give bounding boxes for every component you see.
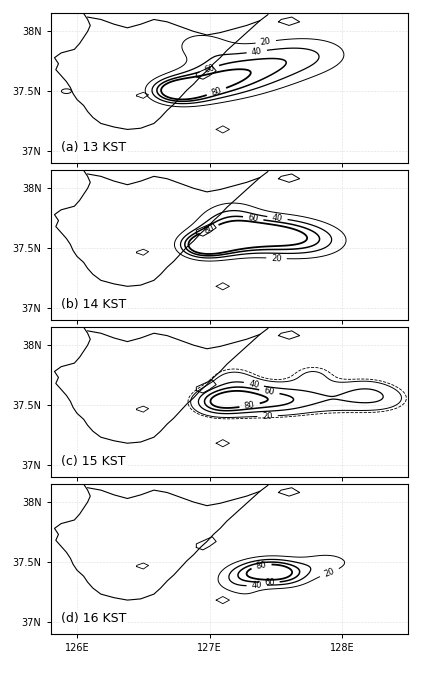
Text: (c) 15 KST: (c) 15 KST (61, 455, 126, 468)
Text: 20: 20 (260, 36, 272, 47)
Text: (b) 14 KST: (b) 14 KST (61, 298, 126, 311)
Text: 40: 40 (251, 581, 262, 590)
Text: 80: 80 (244, 400, 256, 410)
Text: 40: 40 (248, 379, 260, 390)
Text: 80: 80 (210, 86, 223, 98)
Text: 40: 40 (272, 213, 283, 223)
Text: (a) 13 KST: (a) 13 KST (61, 141, 126, 154)
Text: 60: 60 (247, 213, 259, 224)
Text: 40: 40 (251, 47, 263, 57)
Text: 20: 20 (323, 567, 336, 579)
Text: 60: 60 (264, 578, 274, 587)
Text: 60: 60 (203, 63, 216, 75)
Text: 20: 20 (271, 253, 282, 263)
Text: 60: 60 (263, 386, 275, 397)
Text: 80: 80 (203, 223, 216, 235)
Text: (d) 16 KST: (d) 16 KST (61, 611, 127, 625)
Text: 20: 20 (262, 411, 273, 421)
Text: 80: 80 (255, 560, 267, 571)
